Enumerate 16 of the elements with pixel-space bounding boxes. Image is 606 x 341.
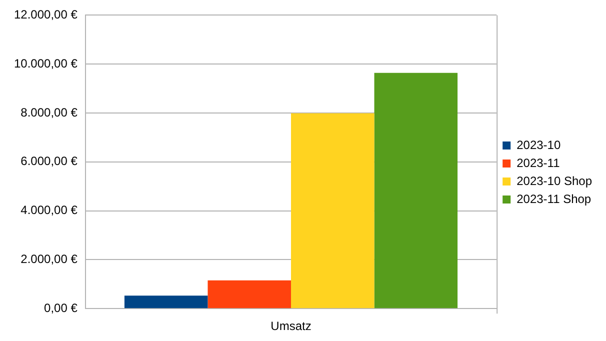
legend-label: 2023-11 Shop: [516, 192, 592, 206]
bar: [374, 72, 458, 308]
y-tick-label: 4.000,00 €: [20, 203, 78, 218]
y-tick-label: 2.000,00 €: [20, 252, 78, 266]
bar: [290, 113, 374, 308]
y-tick-label: 0,00 €: [44, 300, 78, 315]
y-tick-label: 8.000,00 €: [20, 105, 78, 120]
bar: [208, 280, 291, 308]
y-tick-label: 12.000,00 €: [14, 8, 78, 22]
y-tick-label: 10.000,00 €: [14, 56, 78, 70]
bar: [124, 296, 208, 308]
legend-label: 2023-10 Shop: [516, 174, 592, 188]
x-tick-label: Umsatz: [270, 319, 312, 334]
legend-label: 2023-11: [516, 156, 560, 170]
y-tick-label: 6.000,00 €: [20, 154, 78, 168]
legend-label: 2023-10: [516, 138, 561, 152]
